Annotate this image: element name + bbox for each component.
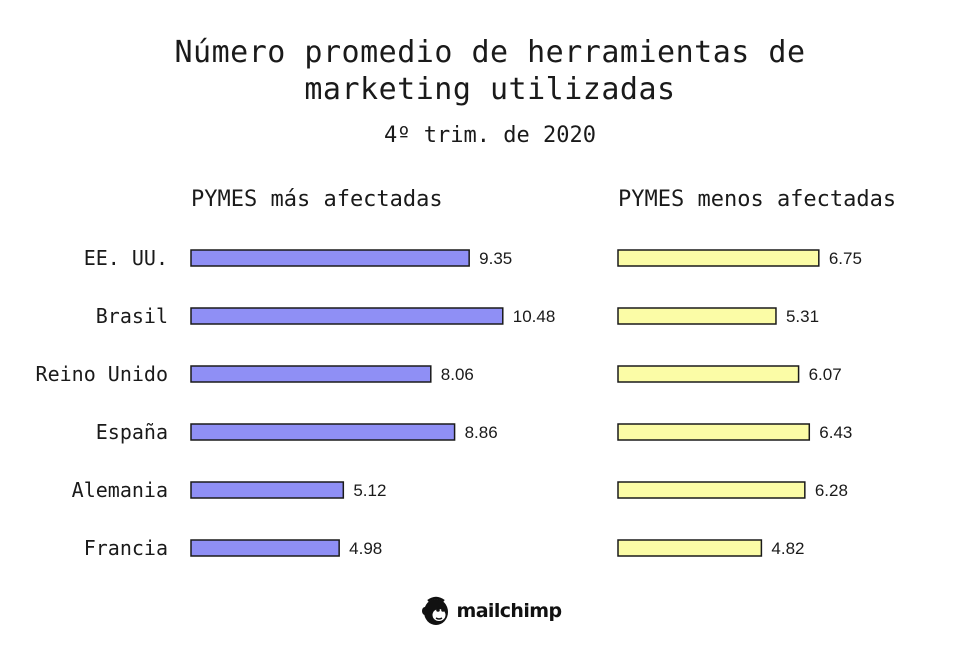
category-label: España bbox=[96, 420, 168, 444]
mailchimp-logo: mailchimp bbox=[0, 591, 980, 631]
bar-1 bbox=[617, 423, 811, 441]
value-label: 6.28 bbox=[815, 481, 848, 500]
bar-0 bbox=[190, 539, 340, 557]
bar-1 bbox=[617, 365, 800, 383]
value-label: 6.75 bbox=[829, 249, 862, 268]
bar-1 bbox=[617, 307, 777, 325]
category-label: Brasil bbox=[96, 304, 168, 328]
bar-1 bbox=[617, 481, 806, 499]
mailchimp-logo-text: mailchimp bbox=[456, 600, 563, 622]
category-label: Francia bbox=[84, 536, 168, 560]
bar-0 bbox=[190, 481, 345, 499]
value-label: 4.98 bbox=[349, 539, 382, 558]
panel-title-0: PYMES más afectadas bbox=[191, 187, 443, 212]
value-label: 4.82 bbox=[771, 539, 804, 558]
category-label: Alemania bbox=[72, 478, 168, 502]
bar-0 bbox=[190, 365, 432, 383]
value-label: 8.86 bbox=[465, 423, 498, 442]
value-label: 6.43 bbox=[819, 423, 852, 442]
value-label: 5.12 bbox=[353, 481, 386, 500]
bar-1 bbox=[617, 249, 820, 267]
value-label: 5.31 bbox=[786, 307, 819, 326]
bar-1 bbox=[617, 539, 763, 557]
value-label: 9.35 bbox=[479, 249, 512, 268]
category-label: EE. UU. bbox=[84, 246, 168, 270]
bar-0 bbox=[190, 423, 456, 441]
bar-0 bbox=[190, 249, 470, 267]
value-label: 6.07 bbox=[809, 365, 842, 384]
chart-title-line-1: Número promedio de herramientas de bbox=[174, 35, 806, 70]
bar-0 bbox=[190, 307, 504, 325]
freddie-chimp-icon bbox=[421, 596, 448, 625]
value-label: 10.48 bbox=[513, 307, 556, 326]
chart-title-line-2: marketing utilizadas bbox=[304, 72, 676, 107]
chart-subtitle: 4º trim. de 2020 bbox=[384, 123, 596, 148]
panel-title-1: PYMES menos afectadas bbox=[618, 187, 896, 212]
category-label: Reino Unido bbox=[36, 362, 168, 386]
value-label: 8.06 bbox=[441, 365, 474, 384]
